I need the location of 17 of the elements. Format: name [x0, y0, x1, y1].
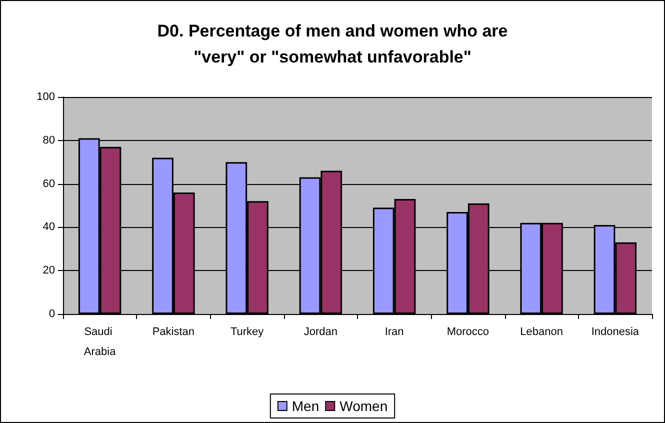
y-tick-label: 100: [36, 91, 55, 103]
y-tick-label: 40: [42, 221, 55, 234]
legend-label: Women: [340, 398, 388, 414]
y-tick-label: 0: [48, 308, 55, 320]
x-tick-label: Morocco: [446, 326, 490, 338]
x-tick-label: Lebanon: [520, 326, 563, 338]
x-tick-label: Jordan: [304, 326, 338, 338]
x-tick-label: Saudi Arabia: [84, 326, 117, 358]
chart-title: D0. Percentage of men and women who are "very" or "somewhat unfavorable": [157, 22, 508, 66]
x-tick-label: Iran: [384, 326, 404, 338]
legend-label: Men: [292, 398, 320, 414]
y-tick-label: 20: [42, 264, 55, 277]
x-tick-label: Turkey: [230, 326, 264, 338]
x-tick-label: Pakistan: [152, 326, 195, 338]
y-tick-label: 60: [42, 178, 55, 190]
y-tick-label: 80: [42, 134, 55, 146]
x-tick-label: Indonesia: [591, 326, 640, 338]
